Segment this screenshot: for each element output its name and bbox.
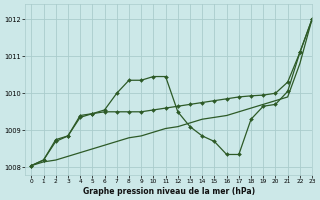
X-axis label: Graphe pression niveau de la mer (hPa): Graphe pression niveau de la mer (hPa): [83, 187, 255, 196]
